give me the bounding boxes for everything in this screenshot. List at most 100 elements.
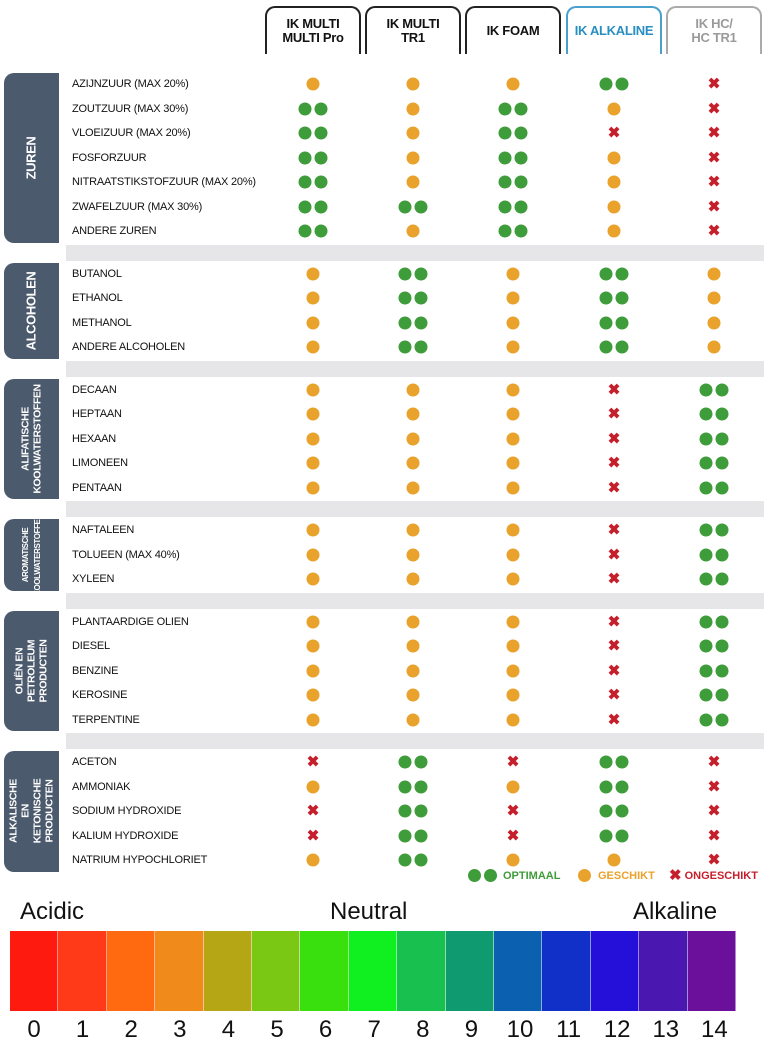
rating-cell (398, 340, 428, 354)
rating-cell (699, 432, 729, 445)
optimal-dot (615, 77, 629, 91)
optimal-dot (599, 267, 613, 280)
rating-cell (406, 383, 420, 396)
suitable-dot (506, 780, 520, 793)
row-label: TERPENTINE (72, 713, 140, 726)
column-header-label: IK MULTI MULTI Pro (282, 16, 344, 45)
unsuitable-x-icon: ✖ (607, 430, 621, 447)
rating-cell (406, 664, 420, 677)
rating-cell (599, 340, 629, 354)
optimal-dot (599, 340, 613, 354)
unsuitable-x-icon: ✖ (607, 637, 621, 655)
rating-cell (707, 291, 721, 305)
unsuitable-x-icon: ✖ (707, 778, 721, 795)
rating-cell (607, 175, 621, 189)
suitable-dot (506, 688, 520, 702)
ph-value: 1 (75, 1016, 90, 1043)
rating-cell (506, 456, 520, 470)
suitable-dot (306, 572, 320, 586)
ph-segment (300, 931, 349, 1011)
rating-cell (398, 316, 428, 329)
rating-cell (298, 102, 328, 115)
suitable-dot (506, 548, 520, 561)
unsuitable-x-icon: ✖ (506, 827, 520, 844)
group-separator (66, 592, 764, 609)
suitable-dot (406, 77, 420, 91)
rating-cell: ✖ (607, 479, 621, 496)
optimal-dot (699, 639, 713, 653)
suitable-dot (406, 481, 420, 494)
legend-suitable: GESCHIKT (578, 869, 655, 882)
row-label: AZIJNZUUR (MAX 20%) (72, 78, 189, 90)
rating-cell (699, 383, 729, 396)
rating-cell (506, 77, 520, 91)
group-label-box: ALCOHOLEN (4, 262, 59, 359)
rating-cell: ✖ (608, 712, 621, 727)
optimal-dot (699, 664, 713, 677)
suitable-dot (406, 383, 420, 396)
rating-cell: ✖ (307, 755, 320, 770)
optimal-dot (498, 126, 512, 140)
optimal-dot (599, 804, 613, 818)
rating-cell: ✖ (608, 523, 621, 538)
suitable-dot (406, 102, 420, 115)
suitable-dot (578, 869, 591, 882)
rating-cell: ✖ (607, 637, 621, 655)
group-separator (66, 360, 764, 377)
optimal-dot (398, 853, 412, 867)
rating-cell (699, 639, 729, 653)
group-label-box: OLIËN EN PETROLEUM PRODUCTEN (4, 610, 59, 731)
rating-cell (506, 267, 520, 280)
optimal-dot (414, 829, 428, 842)
rating-cell (498, 224, 528, 238)
suitable-dot (506, 639, 520, 653)
rating-cell: ✖ (708, 199, 721, 214)
ph-segment (590, 931, 640, 1011)
row-label: HEXAAN (72, 432, 117, 445)
rating-cell (398, 755, 428, 769)
optimal-dot (298, 102, 312, 115)
optimal-dot (715, 688, 729, 702)
optimal-dot (599, 829, 613, 842)
group-label: ALCOHOLEN (23, 271, 39, 350)
rating-cell (599, 755, 629, 769)
rating-cell: ✖ (507, 755, 520, 770)
group-label-box: AROMATISCHE KOOLWATERSTOFFEN (4, 514, 59, 596)
suitable-dot (306, 291, 320, 305)
rating-cell: ✖ (708, 175, 721, 190)
optimal-dot (615, 755, 629, 769)
optimal-dot (498, 224, 512, 238)
rating-cell (506, 780, 520, 793)
unsuitable-x-icon: ✖ (607, 479, 621, 496)
ph-value: 2 (124, 1016, 138, 1043)
suitable-dot (306, 77, 320, 91)
rating-cell (699, 548, 729, 561)
rating-cell (398, 200, 428, 213)
group-label-box: ALKALISCHE EN KETONISCHE PRODUCTEN (4, 751, 59, 872)
suitable-dot (406, 572, 420, 586)
rating-cell (306, 523, 320, 537)
ph-acidic-label: Acidic (20, 898, 85, 925)
optimal-dot (699, 615, 713, 628)
optimal-dot (314, 151, 328, 164)
optimal-dot (514, 224, 528, 238)
row-label: ANDERE ALCOHOLEN (72, 341, 185, 353)
row-label: VLOEIZUUR (MAX 20%) (72, 127, 191, 139)
row-label: BUTANOL (72, 267, 122, 280)
rating-cell (699, 456, 729, 470)
column-header-label: IK MULTI TR1 (386, 16, 440, 45)
unsuitable-x-icon: ✖ (707, 75, 721, 93)
suitable-dot (607, 200, 621, 213)
row-label: NAFTALEEN (72, 524, 135, 536)
rating-cell: ✖ (608, 547, 621, 562)
ph-segment (445, 931, 494, 1011)
rating-cell (306, 316, 320, 329)
rating-cell (306, 572, 320, 586)
legend-label: ONGESCHIKT (684, 869, 758, 882)
suitable-dot (506, 456, 520, 470)
rating-cell (506, 340, 520, 354)
rating-cell (506, 664, 520, 677)
rating-cell (607, 102, 621, 115)
rating-cell (506, 548, 520, 561)
optimal-dot (414, 316, 428, 329)
